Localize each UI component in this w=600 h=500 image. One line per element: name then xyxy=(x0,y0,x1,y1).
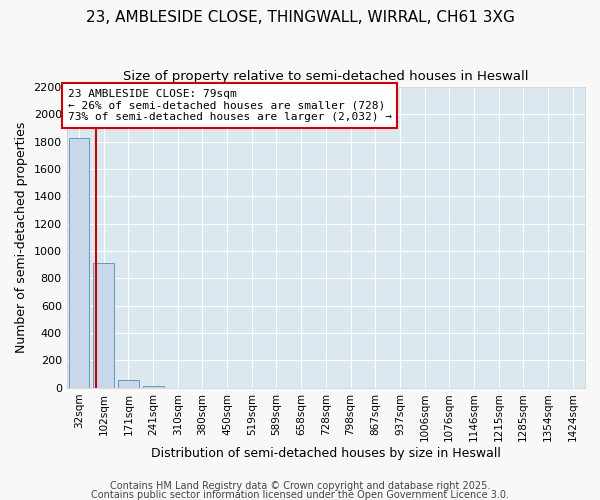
Text: Contains HM Land Registry data © Crown copyright and database right 2025.: Contains HM Land Registry data © Crown c… xyxy=(110,481,490,491)
Text: 23, AMBLESIDE CLOSE, THINGWALL, WIRRAL, CH61 3XG: 23, AMBLESIDE CLOSE, THINGWALL, WIRRAL, … xyxy=(86,10,514,25)
Text: Contains public sector information licensed under the Open Government Licence 3.: Contains public sector information licen… xyxy=(91,490,509,500)
Bar xyxy=(93,264,114,388)
Bar xyxy=(143,386,164,388)
Title: Size of property relative to semi-detached houses in Heswall: Size of property relative to semi-detach… xyxy=(123,70,529,83)
Y-axis label: Number of semi-detached properties: Number of semi-detached properties xyxy=(15,122,28,353)
Text: 23 AMBLESIDE CLOSE: 79sqm
← 26% of semi-detached houses are smaller (728)
73% of: 23 AMBLESIDE CLOSE: 79sqm ← 26% of semi-… xyxy=(68,89,392,122)
X-axis label: Distribution of semi-detached houses by size in Heswall: Distribution of semi-detached houses by … xyxy=(151,447,501,460)
Bar xyxy=(68,138,89,388)
Bar xyxy=(118,380,139,388)
